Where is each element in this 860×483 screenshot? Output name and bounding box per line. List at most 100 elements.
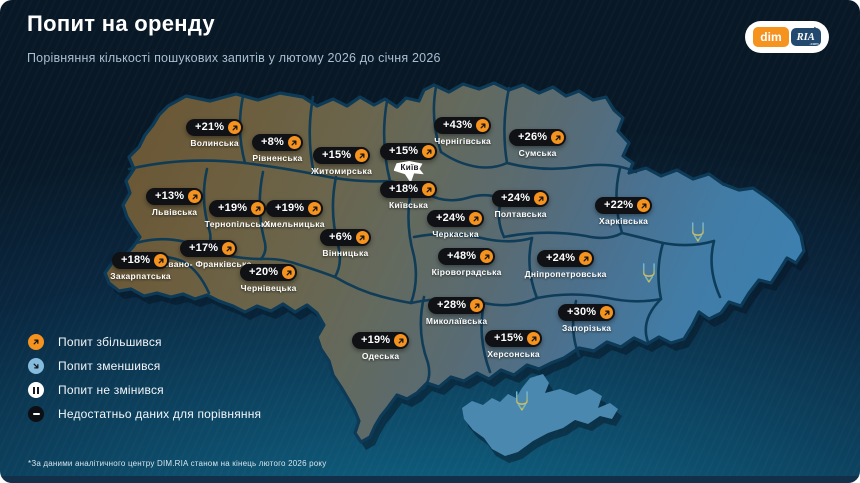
legend: Попит збільшився Попит зменшився Попит н… (28, 330, 261, 426)
footer-note: *За даними аналітичного центру DIM.RIA с… (28, 459, 327, 468)
region-label: Черкаська (432, 229, 479, 239)
header: Попит на оренду Порівняння кількості пош… (27, 11, 441, 65)
region-label: Дніпропетровська (524, 269, 607, 279)
region-value: +18% (389, 183, 419, 195)
arrow-up-right-icon (551, 131, 565, 144)
arrow-up-right-icon (282, 266, 296, 279)
arrow-up-right-icon (534, 192, 548, 205)
region-value: +22% (604, 199, 634, 211)
region-label: Запорізька (561, 323, 612, 333)
region-borders (110, 85, 722, 391)
region-pill: +8% (252, 134, 303, 151)
ria-com-text: .com (809, 41, 819, 47)
bottom-bar (0, 476, 860, 483)
page-subtitle: Порівняння кількості пошукових запитів у… (27, 51, 441, 65)
region-pill: +18% (112, 252, 170, 269)
region-pill: +13% (146, 188, 204, 205)
region-badge: +18% Київська (380, 181, 438, 210)
region-badge: +22% Харківська (595, 197, 653, 226)
arrow-up-right-icon (579, 252, 593, 265)
dimria-logo: dim RIA ✈ .com (745, 21, 829, 53)
region-label: Миколаївська (425, 316, 488, 326)
region-value: +20% (249, 266, 279, 278)
region-badge: +30% Запорізька (558, 304, 616, 333)
region-badge: +17% Івано- Франківська (166, 240, 251, 269)
region-badge: +19% Тернопільська (205, 200, 270, 229)
region-label: Херсонська (487, 349, 540, 359)
region-badge: +28% Миколаївська (426, 297, 487, 326)
arrow-up-right-icon (228, 121, 242, 134)
region-value: +18% (121, 254, 151, 266)
arrow-up-right-icon (355, 231, 369, 244)
region-pill: +19% (266, 200, 324, 217)
arrow-up-right-icon (28, 334, 44, 350)
region-value: +24% (501, 192, 531, 204)
region-label: Рівненська (252, 153, 303, 163)
region-label: Сумська (518, 148, 557, 158)
region-value: +15% (322, 149, 352, 161)
ria-logo-box: RIA ✈ .com (790, 25, 821, 47)
region-pill: +20% (240, 264, 298, 281)
region-pill: +17% (180, 240, 238, 257)
page-title: Попит на оренду (27, 11, 215, 36)
region-pill: +30% (558, 304, 616, 321)
plane-icon: ✈ (810, 25, 819, 35)
region-value: +43% (443, 119, 473, 131)
region-pill: +15% (485, 330, 543, 347)
legend-item: Попит збільшився (28, 330, 261, 354)
region-pill: +26% (509, 129, 567, 146)
region-badge: +21% Волинська (186, 119, 244, 148)
region-label: Івано- Франківська (165, 259, 252, 269)
region-value: +24% (436, 212, 466, 224)
region-pill: +24% (537, 250, 595, 267)
region-value: +26% (518, 131, 548, 143)
region-label: Житомирська (311, 166, 373, 176)
region-pill: +15% (313, 147, 371, 164)
region-value: +19% (361, 334, 391, 346)
arrow-up-right-icon (469, 212, 483, 225)
crimea-shape (462, 374, 618, 456)
legend-item-label: Попит не змінився (58, 383, 164, 397)
legend-item: Попит зменшився (28, 354, 261, 378)
region-label: Полтавська (494, 209, 547, 219)
region-pill: +48% (438, 248, 496, 265)
region-label: Київська (389, 200, 429, 210)
region-value: +8% (261, 136, 284, 148)
arrow-up-right-icon (637, 199, 651, 212)
region-pill: +43% (434, 117, 492, 134)
region-badge: +43% Чернігівська (434, 117, 492, 146)
region-badge: +19% Одеська (352, 332, 410, 361)
kyiv-city-tag: Київ (393, 161, 424, 183)
region-value: +48% (447, 250, 477, 262)
region-badge: +24% Полтавська (492, 190, 550, 219)
arrow-up-right-icon (476, 119, 490, 132)
legend-item-label: Попит зменшився (58, 359, 161, 373)
region-label: Хмельницька (264, 219, 325, 229)
region-value: +21% (195, 121, 225, 133)
region-value: +19% (275, 202, 305, 214)
region-label: Вінницька (322, 248, 369, 258)
region-badge: +24% Черкаська (427, 210, 485, 239)
region-value: +15% (389, 145, 419, 157)
arrow-up-right-icon (422, 183, 436, 196)
region-badge: +6% Вінницька (320, 229, 371, 258)
region-pill: +19% (209, 200, 267, 217)
region-value: +15% (494, 332, 524, 344)
arrow-up-right-icon (222, 242, 236, 255)
arrow-up-right-icon (287, 136, 301, 149)
pause-icon (28, 382, 44, 398)
region-badge: +48% Кіровоградська (432, 248, 501, 277)
region-badge: +15% Київ (380, 143, 438, 183)
legend-item: Попит не змінився (28, 378, 261, 402)
legend-item: Недостатньо даних для порівняння (28, 402, 261, 426)
dim-logo-box: dim (753, 27, 789, 47)
region-pill: +19% (352, 332, 410, 349)
arrow-up-right-icon (154, 254, 168, 267)
arrow-up-right-icon (600, 306, 614, 319)
region-pill: +22% (595, 197, 653, 214)
arrow-up-right-icon (422, 145, 436, 158)
region-value: +6% (329, 231, 352, 243)
region-pill: +15% (380, 143, 438, 160)
region-pill: +24% (492, 190, 550, 207)
region-value: +28% (437, 299, 467, 311)
